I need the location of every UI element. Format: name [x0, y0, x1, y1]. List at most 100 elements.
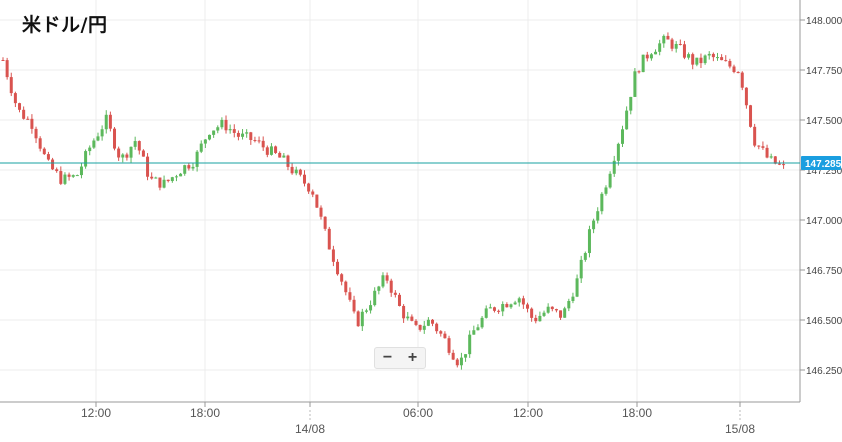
candle-body [146, 156, 150, 177]
candle-body [84, 151, 88, 167]
candle-body [369, 305, 373, 311]
candle-body [191, 166, 195, 169]
candle-body [18, 103, 22, 110]
y-tick-label: 147.500 [806, 116, 842, 127]
candle-body [187, 165, 191, 169]
candle-body [587, 229, 591, 254]
candle-body [67, 174, 71, 177]
candle-body [158, 177, 162, 188]
candle-body [9, 77, 13, 94]
candle-body [393, 292, 397, 295]
candle-body [418, 324, 422, 330]
candle-body [559, 310, 563, 318]
candle-body [740, 72, 744, 88]
candle-body [265, 147, 269, 155]
candle-body [521, 298, 525, 305]
x-tick-label: 14/08 [295, 422, 325, 436]
candle-body [488, 307, 492, 309]
candle-body [5, 60, 9, 78]
candle-body [616, 143, 620, 161]
candle-body [286, 155, 290, 167]
candle-body [269, 146, 273, 155]
candle-body [224, 119, 228, 131]
candle-body [678, 43, 682, 45]
candle-body [1, 60, 5, 61]
candle-body [530, 308, 534, 318]
candle-body [777, 163, 781, 165]
candle-body [100, 129, 104, 137]
candle-body [129, 146, 133, 158]
candle-body [26, 118, 30, 120]
current-price-label: 147.285 [805, 159, 842, 170]
candle-body [55, 169, 59, 172]
candle-body [51, 159, 55, 170]
candle-body [117, 148, 121, 158]
candle-body [699, 57, 703, 64]
candle-body [670, 39, 674, 49]
candle-body [579, 259, 583, 279]
candle-body [195, 151, 199, 167]
candle-body [546, 306, 550, 313]
x-tick-label: 12:00 [81, 406, 111, 420]
candle-body [257, 140, 261, 142]
candle-body [228, 129, 232, 131]
candle-body [687, 54, 691, 58]
candle-body [596, 211, 600, 221]
candle-body [166, 179, 170, 182]
candle-body [732, 66, 736, 73]
candle-body [509, 304, 513, 308]
candle-body [319, 207, 323, 217]
candle-body [336, 261, 340, 275]
candle-body [385, 275, 389, 281]
candle-body [476, 327, 480, 331]
candle-body [125, 154, 129, 158]
candle-body [431, 319, 435, 324]
candle-body [92, 140, 96, 148]
candle-body [526, 304, 530, 309]
candle-body [174, 176, 178, 178]
candle-body [501, 304, 505, 312]
candle-body [703, 55, 707, 64]
candle-body [658, 43, 662, 52]
candle-body [534, 317, 538, 322]
candle-body [480, 317, 484, 328]
candle-body [443, 333, 447, 339]
candle-body [71, 175, 75, 177]
candle-body [455, 359, 459, 366]
candle-body [761, 146, 765, 148]
candle-body [600, 193, 604, 212]
zoom-in-button[interactable]: + [407, 349, 418, 366]
candle-body [377, 286, 381, 291]
zoom-out-button[interactable]: − [382, 349, 393, 366]
candle-body [203, 139, 207, 144]
candle-body [426, 319, 430, 326]
candle-body [459, 357, 463, 366]
candle-body [625, 110, 629, 130]
zoom-control: − + [374, 347, 426, 369]
candle-body [331, 249, 335, 262]
candle-body [769, 156, 773, 158]
candle-body [38, 138, 42, 149]
candle-body [236, 132, 240, 137]
candle-body [666, 35, 670, 40]
candle-body [311, 191, 315, 195]
candle-body [162, 179, 166, 188]
candle-body [59, 171, 63, 184]
candle-body [592, 220, 596, 230]
candle-body [113, 128, 117, 149]
y-tick-label: 146.250 [806, 366, 842, 377]
candle-body [364, 310, 368, 312]
candle-body [682, 44, 686, 58]
candle-body [154, 177, 158, 179]
candle-body [133, 141, 137, 147]
candle-body [348, 292, 352, 300]
candle-body [782, 164, 786, 166]
candle-body [736, 72, 740, 74]
candle-body [484, 308, 488, 318]
candle-body [538, 315, 542, 322]
x-tick-label: 12:00 [513, 406, 543, 420]
candle-body [30, 118, 34, 129]
candle-body [410, 316, 414, 321]
candle-body [137, 141, 141, 151]
candle-body [645, 54, 649, 59]
